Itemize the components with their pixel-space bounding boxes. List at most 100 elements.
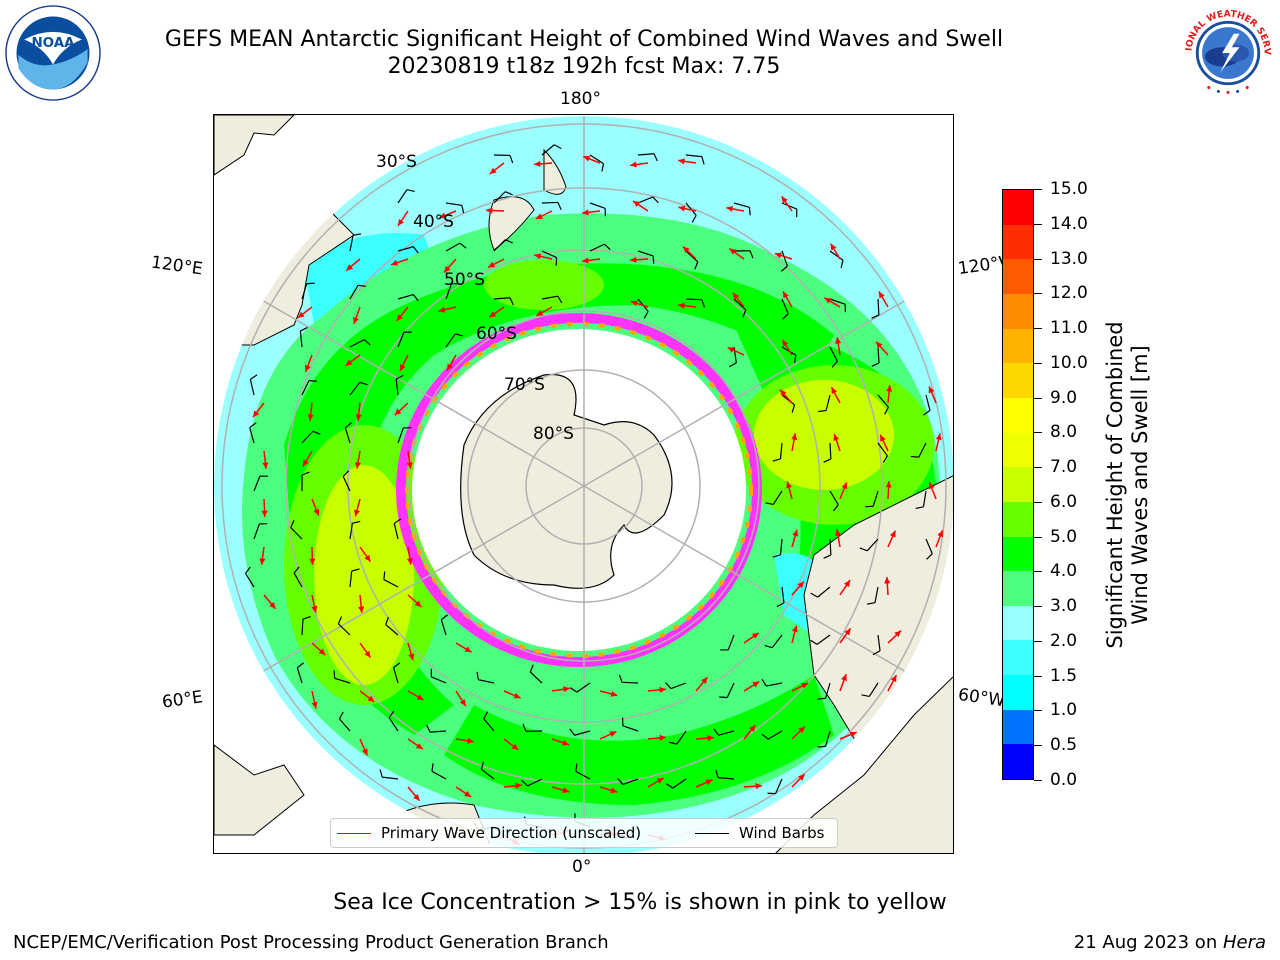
lat-label-30s: 30°S <box>376 152 417 172</box>
wind-barb-flag <box>412 246 419 254</box>
footer-date: 21 Aug 2023 on <box>1073 932 1223 953</box>
wind-barb-staff <box>397 293 414 300</box>
wave-direction-arrowhead <box>390 259 398 266</box>
legend-label-wave-direction: Primary Wave Direction (unscaled) <box>381 824 642 842</box>
wind-barb-flag <box>395 374 404 380</box>
wave-direction-arrowhead <box>701 677 708 684</box>
wave-direction-arrowhead <box>459 699 466 707</box>
lon-label-120w: 120°W <box>956 252 1006 280</box>
colorbar-tick-label: 1.5 <box>1050 665 1078 686</box>
polar-map-canvas <box>214 115 953 853</box>
wind-barb-staff <box>445 202 462 206</box>
wave-direction-arrowhead <box>252 410 260 418</box>
wave-direction-arrowhead <box>447 363 453 371</box>
chart-title: GEFS MEAN Antarctic Significant Height o… <box>164 27 1004 52</box>
wave-direction-arrowhead <box>439 212 447 219</box>
colorbar-tick <box>1034 640 1042 642</box>
wind-barb-flag <box>569 728 576 736</box>
wind-barb-flag <box>363 339 371 346</box>
wind-barb-staff <box>445 283 452 300</box>
wind-barb-staff <box>779 442 783 459</box>
land-corner-se <box>775 676 953 853</box>
wind-barb-staff <box>541 250 557 259</box>
wave-direction-arrowhead <box>755 783 762 790</box>
wind-barb-staff <box>829 442 832 460</box>
wind-barb-flag <box>715 769 719 778</box>
wind-barb-flag <box>245 566 251 574</box>
wind-barb-flag <box>742 309 747 318</box>
wave-direction-arrowhead <box>269 602 276 609</box>
wind-barb-flag <box>866 602 876 605</box>
wind-barb-staff <box>338 623 351 636</box>
wave-direction-arrowhead <box>582 257 589 264</box>
wave-direction-arrowhead <box>880 434 886 442</box>
wind-barb-flag <box>308 380 317 382</box>
wind-barb-flag <box>351 568 360 572</box>
nws-logo: NATIONAL WEATHER SERVICE <box>1180 5 1275 100</box>
colorbar-segment <box>1003 709 1033 745</box>
colorbar-tick <box>1034 780 1042 781</box>
wave-direction-arrowhead <box>835 337 842 344</box>
wave-direction-arrowhead <box>261 510 268 517</box>
wind-barb-flag <box>480 761 485 770</box>
wave-direction-arrowhead <box>562 787 570 794</box>
wave-direction-arrowhead <box>302 459 309 467</box>
wave-direction-arrowhead <box>659 686 666 693</box>
wave-direction-arrowhead <box>682 246 690 254</box>
wind-barb-flag <box>483 711 489 719</box>
lat-label-60s: 60°S <box>476 324 517 344</box>
graticule-meridian <box>219 485 585 697</box>
colorbar-segment <box>1003 501 1033 537</box>
wind-barb-staff <box>637 153 654 156</box>
wind-barb-flag <box>569 687 578 693</box>
colorbar-segment <box>1003 328 1033 364</box>
wind-barb-staff <box>342 476 351 492</box>
wind-barb-staff <box>253 523 260 540</box>
wind-barb-flag <box>652 196 659 204</box>
colorbar-tick <box>1034 501 1042 503</box>
wind-barb-flag <box>476 671 479 680</box>
wave-direction-arrowhead <box>678 302 685 309</box>
wave-direction-arrowhead <box>358 606 365 613</box>
wind-barb-staff <box>637 250 654 257</box>
wave-direction-arrowhead <box>400 364 406 372</box>
wind-barb-staff <box>574 730 591 736</box>
wind-barb-staff <box>829 538 832 556</box>
colorbar-segment <box>1003 605 1033 641</box>
wind-barb-staff <box>781 298 789 314</box>
lon-label-180: 180° <box>560 89 601 109</box>
wave-direction-arrowhead <box>752 681 760 688</box>
wind-barb-staff <box>393 523 399 540</box>
wind-barb-staff <box>529 671 543 684</box>
polar-map <box>213 114 954 854</box>
wind-barb-staff <box>349 284 359 300</box>
wind-barb-staff <box>779 538 783 555</box>
wind-barb-staff <box>576 682 591 693</box>
wind-barb-flag <box>557 202 562 211</box>
wind-barb-flag <box>749 250 754 259</box>
colorbar-tick <box>1034 536 1042 538</box>
wind-barb-flag <box>359 381 368 386</box>
wave-direction-arrowhead <box>313 508 320 516</box>
wind-barb-flag <box>665 682 672 690</box>
wind-barb-flag <box>668 741 677 745</box>
wind-barb-staff <box>253 475 261 492</box>
wave-direction-arrowhead <box>582 209 589 216</box>
wave-direction-arrowhead <box>346 264 354 271</box>
colorbar-tick-label: 11.0 <box>1050 318 1088 339</box>
wind-barb-flag <box>910 455 919 458</box>
wave-field-6-7m-east <box>754 380 894 490</box>
wind-barb-flag <box>926 553 933 560</box>
wave-direction-arrowhead <box>610 690 618 697</box>
wind-barb-flag <box>522 723 527 732</box>
wind-barb-staff <box>440 619 447 636</box>
colorbar-tick <box>1034 258 1042 260</box>
colorbar-tick-label: 6.0 <box>1050 491 1078 512</box>
wind-barb-staff <box>483 718 495 732</box>
wind-barb-flag <box>352 520 361 524</box>
wind-barb-staff <box>829 346 838 362</box>
legend-red-line <box>337 833 371 834</box>
wave-direction-arrowhead <box>782 339 789 347</box>
wind-barb-flag <box>505 191 513 196</box>
wind-barb-staff <box>541 201 559 204</box>
